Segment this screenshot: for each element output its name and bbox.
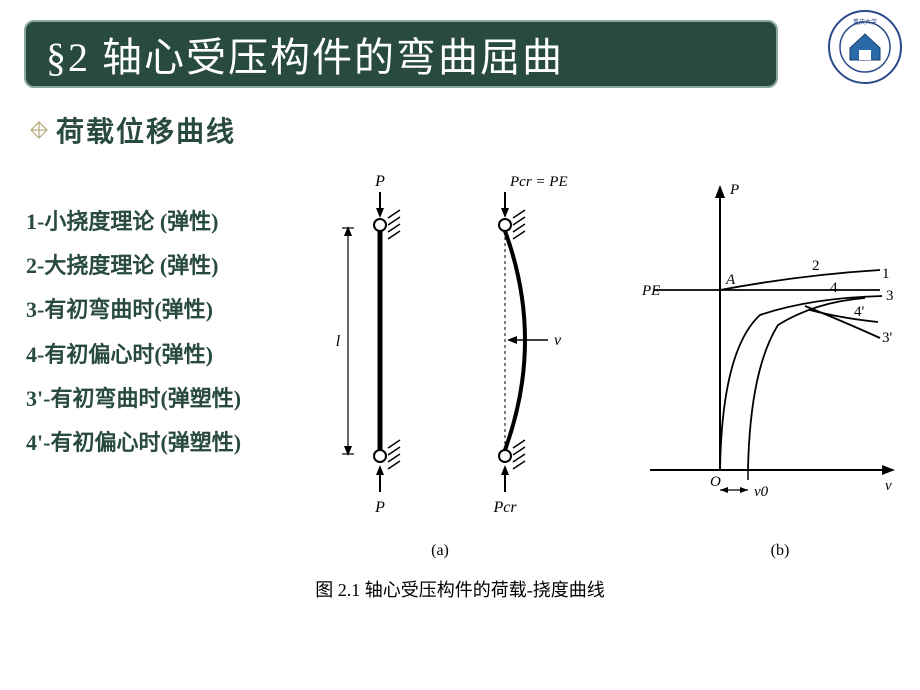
buckled-column-diagram: Pcr = PE v Pcr [492,174,567,516]
curve-label: 3 [886,288,894,304]
legend-item: 2-大挠度理论 (弹性) [26,254,326,278]
diamond-bullet-icon [30,121,48,139]
curve-label: 1 [882,266,890,282]
subfig-a-label: (a) [431,542,449,559]
diagrams-area: P P [330,170,910,575]
curve-label: 3' [882,330,893,346]
legend-item: 4'-有初偏心时(弹塑性) [26,431,326,455]
critical-load-label: Pcr = PE [509,174,568,190]
heading-text: 荷载位移曲线 [56,110,236,150]
pe-label: PE [641,283,660,299]
curve-legend: 1-小挠度理论 (弹性) 2-大挠度理论 (弹性) 3-有初弯曲时(弹性) 4-… [26,210,326,475]
university-logo: 重庆大学 [826,8,904,91]
load-label-bottom: P [374,499,385,516]
svg-text:重庆大学: 重庆大学 [853,18,877,26]
deflection-label: v [554,332,562,349]
curve-label: 4' [854,304,865,320]
legend-item: 4-有初偏心时(弹性) [26,343,326,367]
load-label-top: P [374,173,385,190]
x-axis-label: v [885,478,892,494]
point-a-label: A [725,272,736,288]
load-deflection-graph: P v O PE A 2 1 3 4 3' 4' [641,182,895,500]
title-text: §2 轴心受压构件的弯曲屈曲 [46,25,564,83]
curve-label: 4 [830,280,838,296]
title-banner: §2 轴心受压构件的弯曲屈曲 [24,20,778,88]
legend-item: 3-有初弯曲时(弹性) [26,298,326,322]
curve-label: 2 [812,258,820,274]
figure-caption: 图 2.1 轴心受压构件的荷载-挠度曲线 [0,576,920,602]
bottom-load-label: Pcr [492,499,517,516]
legend-item: 1-小挠度理论 (弹性) [26,210,326,234]
column-diagram: P P [336,173,400,516]
legend-item: 3'-有初弯曲时(弹塑性) [26,387,326,411]
subfig-b-label: (b) [771,542,790,559]
section-heading: 荷载位移曲线 [30,110,236,150]
length-label: l [336,333,341,350]
y-axis-label: P [729,182,739,198]
origin-label: O [710,474,721,490]
v0-label: v0 [754,484,769,500]
